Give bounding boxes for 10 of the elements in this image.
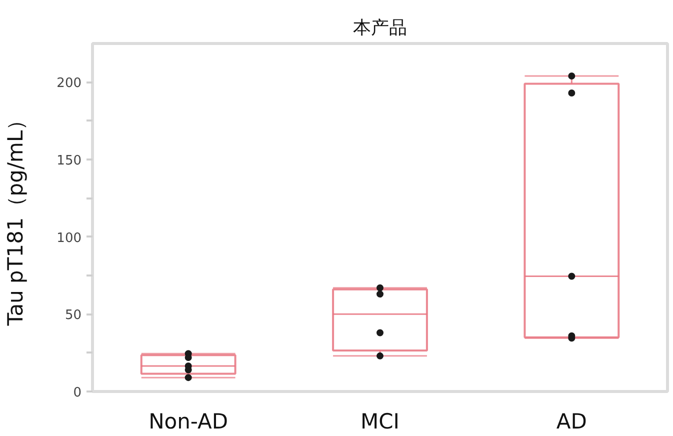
chart-title: 本产品	[353, 18, 407, 38]
y-axis-title: Tau pT181（pg/mL）	[4, 109, 28, 327]
y-tick-label: 100	[56, 230, 82, 246]
x-tick-label: Non-AD	[148, 410, 228, 434]
y-tick-label: 50	[64, 308, 82, 324]
x-tick-label: MCI	[360, 410, 400, 434]
y-tick-label: 0	[73, 386, 82, 400]
y-tick-label: 200	[56, 76, 82, 92]
x-tick-label: AD	[556, 410, 587, 434]
y-tick-label: 150	[56, 154, 82, 168]
